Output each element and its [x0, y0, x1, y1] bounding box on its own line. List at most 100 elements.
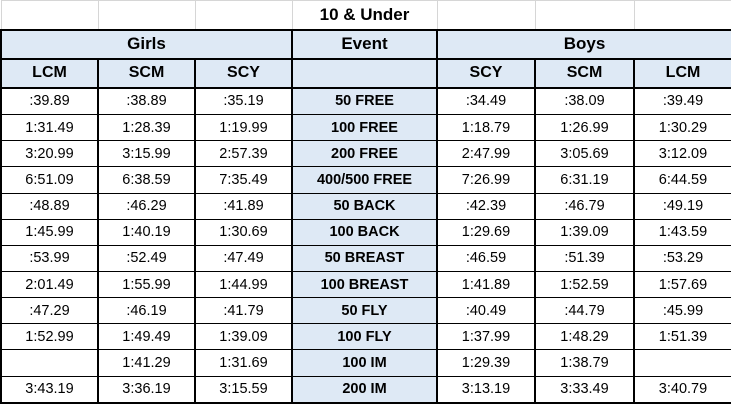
spacer-cell: [534, 0, 635, 31]
time-cell: 1:28.39: [97, 114, 196, 142]
col-header-boys-lcm: LCM: [633, 57, 731, 89]
time-cell: :42.39: [436, 192, 536, 220]
event-cell: 200 IM: [291, 375, 438, 404]
time-cell: 1:31.49: [0, 114, 99, 142]
time-cell: :34.49: [436, 87, 536, 116]
time-cell: 1:26.99: [534, 114, 635, 142]
time-cell: 3:15.59: [194, 375, 293, 404]
spacer-cell: [194, 0, 293, 31]
time-cell: 6:51.09: [0, 166, 99, 194]
time-cell: 1:55.99: [97, 270, 196, 299]
time-cell: 1:39.09: [534, 218, 635, 246]
time-cell: :47.29: [0, 297, 99, 325]
time-cell: 1:52.59: [534, 270, 635, 299]
time-cell: 7:35.49: [194, 166, 293, 194]
table-row: 2:01.49 1:55.99 1:44.99 100 BREAST 1:41.89 1:…: [0, 270, 731, 299]
col-header-boys-scy: SCY: [436, 57, 536, 89]
table-row: 1:31.49 1:28.39 1:19.99 100 FREE 1:18.79 1:26…: [0, 114, 731, 142]
time-cell: :49.19: [633, 192, 731, 220]
time-cell: 1:49.49: [97, 323, 196, 351]
time-cell: 3:05.69: [534, 140, 635, 168]
event-cell: 100 IM: [291, 349, 438, 377]
event-group-header: Event: [291, 29, 438, 60]
time-cell: :40.49: [436, 297, 536, 325]
time-cell: 3:20.99: [0, 140, 99, 168]
col-header-girls-scy: SCY: [194, 57, 293, 89]
time-cell: 1:48.29: [534, 323, 635, 351]
time-cell: :39.89: [0, 87, 99, 116]
time-cell: :46.29: [97, 192, 196, 220]
event-cell: 100 BREAST: [291, 270, 438, 299]
time-cell: 6:38.59: [97, 166, 196, 194]
time-cell: 3:33.49: [534, 375, 635, 404]
time-cell: 6:31.19: [534, 166, 635, 194]
time-cell: 1:51.39: [633, 323, 731, 351]
time-cell: 3:43.19: [0, 375, 99, 404]
time-cell: 2:47.99: [436, 140, 536, 168]
group-header-row: Girls Event Boys: [0, 29, 731, 60]
time-cell: 1:41.89: [436, 270, 536, 299]
title-row: 10 & Under: [0, 0, 731, 31]
time-cell: :46.59: [436, 244, 536, 273]
spacer-cell: [97, 0, 196, 31]
spacer-cell: [633, 0, 731, 31]
time-cell: 1:52.99: [0, 323, 99, 351]
col-header-girls-lcm: LCM: [0, 57, 99, 89]
table-row: :48.89:46.29:41.89 50 BACK:42.39:46.79:49…: [0, 192, 731, 220]
event-cell: 50 FREE: [291, 87, 438, 116]
time-cell: 1:41.29: [97, 349, 196, 377]
table-row: 3:43.19 3:36.19 3:15.59 200 IM 3:13.19 3:33.4…: [0, 375, 731, 404]
time-cell: :38.09: [534, 87, 635, 116]
time-cell: 3:40.79: [633, 375, 731, 404]
time-cell: 6:44.59: [633, 166, 731, 194]
time-cell: 1:19.99: [194, 114, 293, 142]
spacer-cell: [436, 0, 536, 31]
table-row: :53.99:52.49:47.49 50 BREAST:46.59:51.39:…: [0, 244, 731, 273]
event-cell: 50 FLY: [291, 297, 438, 325]
col-header-girls-scm: SCM: [97, 57, 196, 89]
event-cell: 400/500 FREE: [291, 166, 438, 194]
time-cell: 3:13.19: [436, 375, 536, 404]
time-cell: 1:38.79: [534, 349, 635, 377]
time-cell: :35.19: [194, 87, 293, 116]
girls-group-header: Girls: [0, 29, 293, 60]
time-cell: 7:26.99: [436, 166, 536, 194]
table-row: 6:51.09 6:38.59 7:35.49 400/500 FREE 7:26.99…: [0, 166, 731, 194]
table-row: :47.29:46.19:41.79 50 FLY:40.49:44.79:45.…: [0, 297, 731, 325]
event-cell: 100 BACK: [291, 218, 438, 246]
time-cell: 1:37.99: [436, 323, 536, 351]
time-cell: [633, 349, 731, 377]
time-cell: :45.99: [633, 297, 731, 325]
time-cell: :38.89: [97, 87, 196, 116]
column-header-row: LCM SCM SCY SCY SCM LCM: [0, 57, 731, 89]
event-cell: 200 FREE: [291, 140, 438, 168]
col-header-event-blank: [291, 57, 438, 89]
time-cell: :44.79: [534, 297, 635, 325]
time-cell: :46.19: [97, 297, 196, 325]
table-row: 1:45.99 1:40.19 1:30.69 100 BACK 1:29.69 1:39…: [0, 218, 731, 246]
time-cell: 2:57.39: [194, 140, 293, 168]
time-cell: :53.29: [633, 244, 731, 273]
time-cell: 3:12.09: [633, 140, 731, 168]
time-cell: 3:15.99: [97, 140, 196, 168]
time-cell: :48.89: [0, 192, 99, 220]
time-cell: :41.89: [194, 192, 293, 220]
time-cell: [0, 349, 99, 377]
time-cell: 2:01.49: [0, 270, 99, 299]
time-cell: 1:31.69: [194, 349, 293, 377]
time-cell: :46.79: [534, 192, 635, 220]
table-row: 3:20.99 3:15.99 2:57.39 200 FREE 2:47.99 3:05…: [0, 140, 731, 168]
time-cell: 1:57.69: [633, 270, 731, 299]
table-row: 1:41.29 1:31.69 100 IM 1:29.39 1:38.79: [0, 349, 731, 377]
time-cell: 1:43.59: [633, 218, 731, 246]
time-cell: 1:45.99: [0, 218, 99, 246]
event-cell: 50 BREAST: [291, 244, 438, 273]
table-title: 10 & Under: [291, 0, 438, 31]
spacer-cell: [0, 0, 99, 31]
table-row: :39.89:38.89:35.19 50 FREE:34.49:38.09:39…: [0, 87, 731, 116]
boys-group-header: Boys: [436, 29, 731, 60]
time-cell: 1:39.09: [194, 323, 293, 351]
event-cell: 100 FREE: [291, 114, 438, 142]
